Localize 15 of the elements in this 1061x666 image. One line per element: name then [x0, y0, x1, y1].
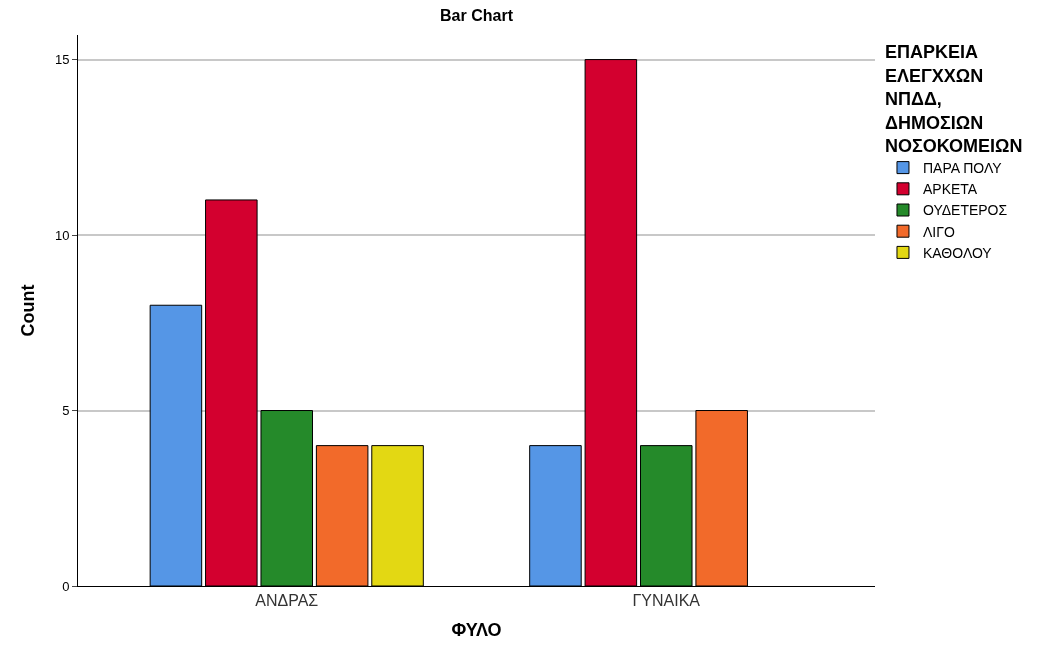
legend-label: ΛΙΓΟ: [922, 223, 955, 240]
y-tick-label: 10: [54, 227, 70, 243]
x-tick-label: ΓΥΝΑΙΚΑ: [632, 592, 701, 610]
legend-label: ΟΥΔΕΤΕΡΟΣ: [922, 202, 1008, 219]
x-tick-label: ΑΝΔΡΑΣ: [255, 592, 319, 610]
legend-label: ΚΑΘΟΛΟΥ: [922, 244, 993, 261]
y-tick-label: 15: [54, 52, 70, 68]
y-tick-label: 0: [62, 578, 70, 594]
x-axis-title: ΦΥΛΟ: [451, 620, 502, 641]
legend-label: ΠΑΡΑ ΠΟΛΥ: [922, 160, 1003, 177]
chart-title: Bar Chart: [440, 7, 514, 25]
y-tick-label: 5: [62, 403, 70, 419]
legend-label: ΑΡΚΕΤΑ: [922, 181, 978, 198]
legend-title: ΕΠΑΡΚΕΙΑ ΕΛΕΓΧΧΩΝ ΝΠΔΔ, ΔΗΜΟΣΙΩΝ ΝΟΣΟΚΟΜΕΙΩΝ: [884, 42, 1023, 156]
y-axis-title: Count: [18, 284, 39, 337]
